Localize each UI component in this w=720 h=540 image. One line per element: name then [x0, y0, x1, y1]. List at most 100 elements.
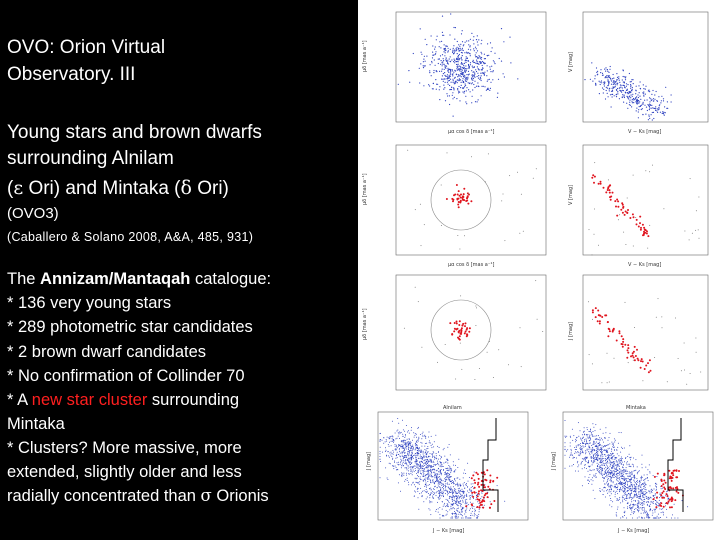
data-point — [455, 483, 457, 485]
data-point — [466, 493, 468, 495]
data-point — [420, 441, 422, 443]
data-point — [605, 471, 607, 473]
data-point — [629, 505, 631, 507]
data-point — [657, 505, 659, 506]
data-point — [600, 455, 602, 457]
data-point — [497, 92, 499, 94]
data-point — [432, 488, 434, 490]
data-point — [458, 320, 461, 323]
data-point — [417, 455, 419, 457]
data-point — [453, 508, 455, 510]
data-point — [476, 483, 479, 486]
data-point — [422, 456, 424, 458]
data-point — [432, 51, 434, 53]
data-point — [429, 484, 431, 486]
data-point — [433, 466, 434, 467]
data-point — [674, 517, 676, 519]
data-point — [473, 506, 475, 507]
data-point — [601, 447, 603, 449]
data-point — [601, 87, 604, 89]
data-point — [598, 320, 601, 323]
data-point — [632, 97, 635, 100]
data-point — [478, 505, 480, 507]
data-point — [447, 458, 449, 460]
data-point — [404, 439, 406, 441]
data-point — [430, 466, 432, 468]
data-point — [489, 42, 492, 44]
data-point — [440, 469, 442, 470]
data-point — [649, 471, 651, 473]
data-point — [638, 483, 640, 485]
data-point — [447, 493, 449, 494]
data-point — [618, 461, 620, 463]
data-point — [569, 454, 571, 456]
data-point — [415, 433, 417, 435]
data-point — [434, 473, 436, 475]
data-point — [439, 461, 441, 463]
data-point — [423, 475, 425, 477]
data-point — [449, 78, 452, 80]
data-point — [589, 480, 590, 482]
data-point — [594, 316, 597, 319]
data-point — [426, 44, 428, 46]
data-point — [613, 81, 615, 83]
data-point — [417, 471, 419, 473]
data-point — [603, 477, 605, 479]
data-point — [426, 453, 428, 455]
data-point — [388, 437, 390, 439]
data-point — [431, 88, 433, 90]
data-point — [421, 456, 422, 458]
data-point — [611, 467, 613, 468]
data-point — [572, 439, 574, 441]
data-point — [614, 441, 616, 443]
data-point — [624, 515, 625, 516]
data-point — [471, 102, 473, 104]
data-point — [566, 450, 567, 452]
data-point — [667, 498, 669, 500]
data-point — [455, 378, 457, 380]
data-point — [444, 493, 446, 495]
data-point — [608, 454, 610, 456]
data-point — [646, 504, 648, 506]
data-point — [686, 383, 688, 385]
data-point — [445, 483, 447, 485]
data-point — [441, 487, 443, 488]
data-point — [637, 111, 639, 113]
data-point — [425, 461, 427, 463]
data-point — [590, 457, 592, 459]
data-point — [391, 453, 393, 454]
data-point — [423, 471, 425, 473]
data-point — [448, 498, 450, 499]
data-point — [472, 486, 473, 487]
data-point — [388, 445, 390, 447]
data-point — [460, 81, 462, 83]
data-point — [465, 501, 466, 503]
data-point — [487, 153, 489, 155]
data-point — [404, 450, 406, 452]
data-point — [462, 517, 464, 519]
data-point — [619, 458, 621, 460]
data-point — [480, 62, 483, 64]
data-point — [574, 449, 576, 450]
data-point — [396, 457, 398, 459]
data-point — [404, 442, 406, 444]
data-point — [463, 66, 465, 68]
data-point — [392, 458, 393, 460]
data-point — [428, 478, 430, 480]
data-point — [471, 510, 473, 512]
data-point — [413, 465, 415, 467]
data-point — [572, 454, 573, 456]
data-point — [405, 462, 407, 464]
data-point — [608, 90, 610, 92]
data-point — [451, 333, 454, 336]
data-point — [398, 445, 400, 447]
data-point — [446, 93, 448, 95]
data-point — [630, 466, 632, 468]
data-point — [617, 87, 619, 90]
data-point — [427, 446, 429, 447]
data-point — [636, 472, 638, 474]
data-point — [647, 235, 650, 238]
data-point — [457, 484, 459, 486]
data-point — [653, 508, 655, 510]
data-point — [431, 60, 433, 63]
